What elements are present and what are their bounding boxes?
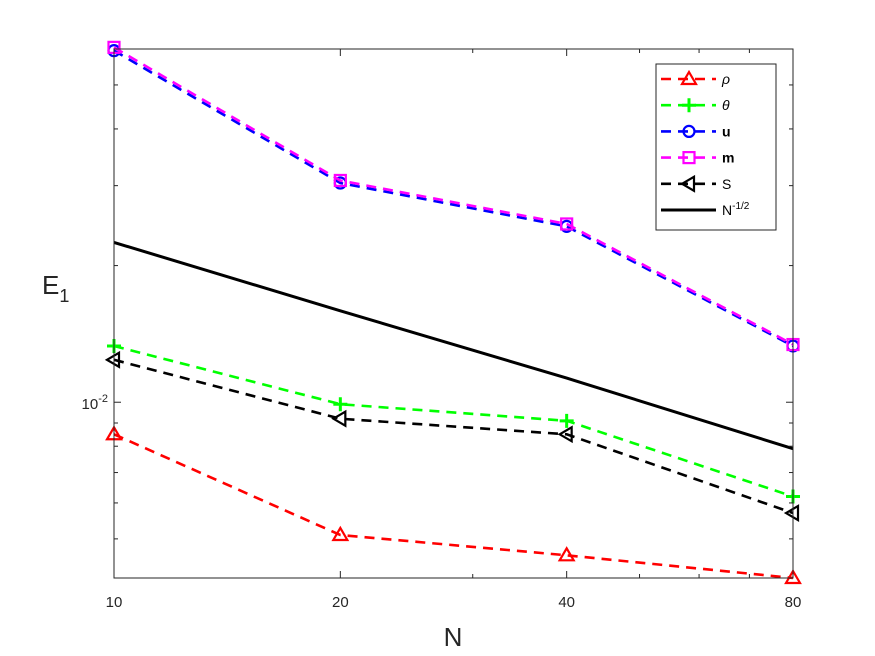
- series-line: [113, 49, 794, 348]
- legend-label: ρ: [721, 71, 730, 87]
- y-axis-label-sub: 1: [59, 286, 69, 306]
- legend-label: S: [722, 176, 731, 192]
- y-axis-label-main: E: [42, 270, 59, 300]
- legend-label: θ: [722, 97, 730, 113]
- plot-frame: [113, 48, 794, 579]
- x-tick-label: 80: [785, 594, 802, 611]
- series-line: [113, 433, 794, 580]
- series-5: [104, 350, 800, 522]
- series-layer: [104, 40, 802, 585]
- x-axis-label: N: [444, 622, 463, 652]
- series-6: [113, 240, 794, 451]
- legend-label: m: [722, 150, 734, 166]
- data-point: [557, 546, 576, 562]
- legend-marker: [682, 98, 696, 113]
- data-point: [557, 425, 573, 444]
- legend-box: [655, 63, 777, 231]
- series-line: [113, 344, 794, 498]
- axes-frame: [113, 48, 794, 579]
- legend-marker: [679, 174, 696, 193]
- axis-ticks: 10 20 40 80 10-2: [82, 48, 802, 611]
- series-line: [113, 358, 794, 515]
- legend-item-3: u: [661, 123, 731, 139]
- data-point: [333, 173, 347, 188]
- data-point: [331, 409, 347, 428]
- series-line: [113, 240, 794, 451]
- legend-label: u: [722, 123, 731, 139]
- x-tick-label: 40: [558, 594, 575, 611]
- legend-marker: [682, 151, 696, 165]
- legend-item-2: θ: [661, 97, 730, 113]
- legend-marker: [680, 69, 698, 86]
- data-point: [560, 217, 574, 231]
- data-point: [783, 504, 800, 522]
- x-tick-label: 20: [332, 594, 349, 611]
- y-tick-label: 10-2: [82, 393, 108, 413]
- series-line: [113, 46, 794, 346]
- data-point: [559, 413, 574, 428]
- data-point: [331, 525, 350, 542]
- legend-item-6: N-1/2: [661, 201, 750, 218]
- legend-marker: [682, 124, 696, 138]
- legend-label: N-1/2: [722, 201, 750, 218]
- legend-item-1: ρ: [661, 69, 730, 87]
- legend-item-4: m: [661, 150, 734, 166]
- data-point: [333, 397, 348, 412]
- data-point: [104, 350, 121, 369]
- data-point: [784, 568, 802, 585]
- legend-item-5: S: [661, 174, 731, 193]
- x-tick-label: 10: [106, 594, 123, 611]
- y-axis-label: E1: [42, 270, 69, 306]
